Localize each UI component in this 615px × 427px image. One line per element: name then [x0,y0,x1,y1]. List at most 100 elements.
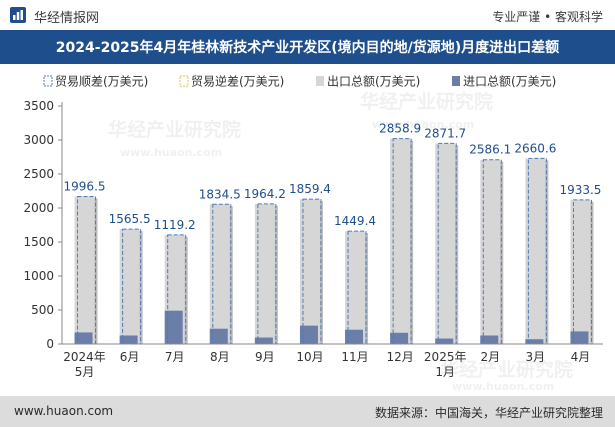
import-bar [254,337,273,344]
y-tick-label: 2000 [23,201,54,215]
surplus-bar [437,142,457,345]
data-label: 1834.5 [199,187,241,201]
import-bar [480,335,499,344]
bar-group: 1964.2 [244,187,286,345]
data-label: 1964.2 [244,187,286,201]
x-tick-label: 8月 [210,350,230,364]
bar-group: 1119.2 [154,218,196,345]
legend-label: 出口总额(万美元) [327,75,420,89]
y-tick-label: 1500 [23,235,54,249]
bar-group: 2858.9 [379,122,421,345]
bar-group: 1933.5 [559,183,601,345]
import-bar [345,329,364,344]
export-bar [435,143,456,344]
data-label: 1933.5 [559,183,601,197]
x-tick-label: 2月 [480,350,500,364]
x-tick-label: 2024年 5月 [63,350,106,379]
y-tick-label: 0 [46,337,54,351]
export-bar [74,196,95,344]
x-axis: 2024年 5月 6月 7月 8月 9月 10月 11月 12月 2025年 1月 2月 3月 4月 [63,350,590,379]
bar-group: 1996.5 [64,179,106,345]
legend-item: 贸易顺差(万美元) [43,75,148,89]
x-tick-label: 7月 [165,350,185,364]
watermark-text: 华经产业研究院 [108,118,241,141]
x-tick-label: 4月 [571,350,591,364]
footer-website: www.huaon.com [14,404,114,418]
data-label: 2871.7 [424,126,466,140]
footer-source: 数据来源：中国海关，华经产业研究院整理 [374,406,603,420]
data-label: 2586.1 [469,143,511,157]
chart: 华经产业研究院www.huaon.com华经产业研究院www.huaon.com… [23,74,603,393]
legend-swatch-surplus [43,75,53,87]
surplus-bar [212,203,232,345]
data-label: 1119.2 [154,218,196,232]
bar-group: 1565.5 [109,212,151,345]
export-bar [254,203,275,344]
brand-name: 华经情报网 [34,11,100,26]
export-bar [345,231,366,344]
bar-group: 2660.6 [514,141,556,345]
bar-group: 2871.7 [424,126,466,345]
export-bar [119,229,140,344]
x-tick-label: 10月 [296,350,323,364]
y-tick-label: 500 [31,303,54,317]
legend: 贸易顺差(万美元) 贸易逆差(万美元) 出口总额(万美元) 进口总额(万美元) [43,74,556,89]
export-bar [525,158,546,344]
bars: 1996.5 1565.5 1119.2 1834.5 1964.2 1859.4 1449… [64,122,601,345]
y-tick-label: 3000 [23,133,54,147]
x-tick-label: 6月 [120,350,140,364]
data-label: 1996.5 [64,179,106,193]
y-tick-label: 1000 [23,269,54,283]
bar-group: 1859.4 [289,182,331,345]
legend-item: 进口总额(万美元) [452,75,556,89]
data-label: 1859.4 [289,182,331,196]
y-axis: 0 500 1000 1500 2000 2500 3000 3500 [23,99,63,351]
export-bar [570,199,591,344]
import-bar [299,325,318,344]
surplus-bar [392,138,412,345]
export-bar [480,159,501,344]
export-bar [299,199,320,344]
y-tick-label: 3500 [23,99,54,113]
legend-item: 出口总额(万美元) [316,75,420,89]
data-label: 2858.9 [379,122,421,136]
data-label: 1449.4 [334,214,376,228]
legend-swatch-deficit [179,75,189,87]
import-bar [164,310,183,344]
watermark-text: www.huaon.com [452,380,554,393]
tagline: 专业严谨 • 客观科学 [492,10,603,24]
legend-label: 进口总额(万美元) [463,75,556,89]
footer: www.huaon.com 数据来源：中国海关，华经产业研究院整理 [0,396,615,427]
legend-item: 贸易逆差(万美元) [179,74,284,89]
x-tick-label: 12月 [386,350,413,364]
bar-group: 1449.4 [334,214,376,345]
x-tick-label: 9月 [255,350,275,364]
import-bar [570,331,589,344]
watermark-text: www.huaon.com [120,146,222,159]
bar-group: 2586.1 [469,143,511,345]
export-bar [209,204,230,344]
data-label: 1565.5 [109,212,151,226]
watermark-text: 华经产业研究院 [440,358,573,381]
legend-label: 贸易顺差(万美元) [55,75,148,89]
y-tick-label: 2500 [23,167,54,181]
import-bar [390,332,409,344]
export-bar [390,138,411,344]
x-tick-label: 2025年 1月 [424,350,467,379]
import-bar [119,335,138,344]
import-bar [209,328,228,344]
x-tick-label: 11月 [341,350,368,364]
bar-group: 1834.5 [199,187,241,345]
watermark-text: 华经产业研究院 [360,90,493,113]
x-tick-label: 3月 [526,350,546,364]
legend-swatch-export [316,76,324,86]
data-label: 2660.6 [514,141,556,155]
import-bar [74,332,93,344]
import-bar [435,338,454,344]
chart-title: 2024-2025年4月年桂林新技术产业开发区(境内目的地/货源地)月度进出口差… [55,40,560,56]
huajing-logo-icon [10,7,26,23]
legend-label: 贸易逆差(万美元) [191,74,284,89]
top-bar: 华经情报网 专业严谨 • 客观科学 [0,0,615,30]
watermark-text: www.huaon.com [372,118,474,131]
